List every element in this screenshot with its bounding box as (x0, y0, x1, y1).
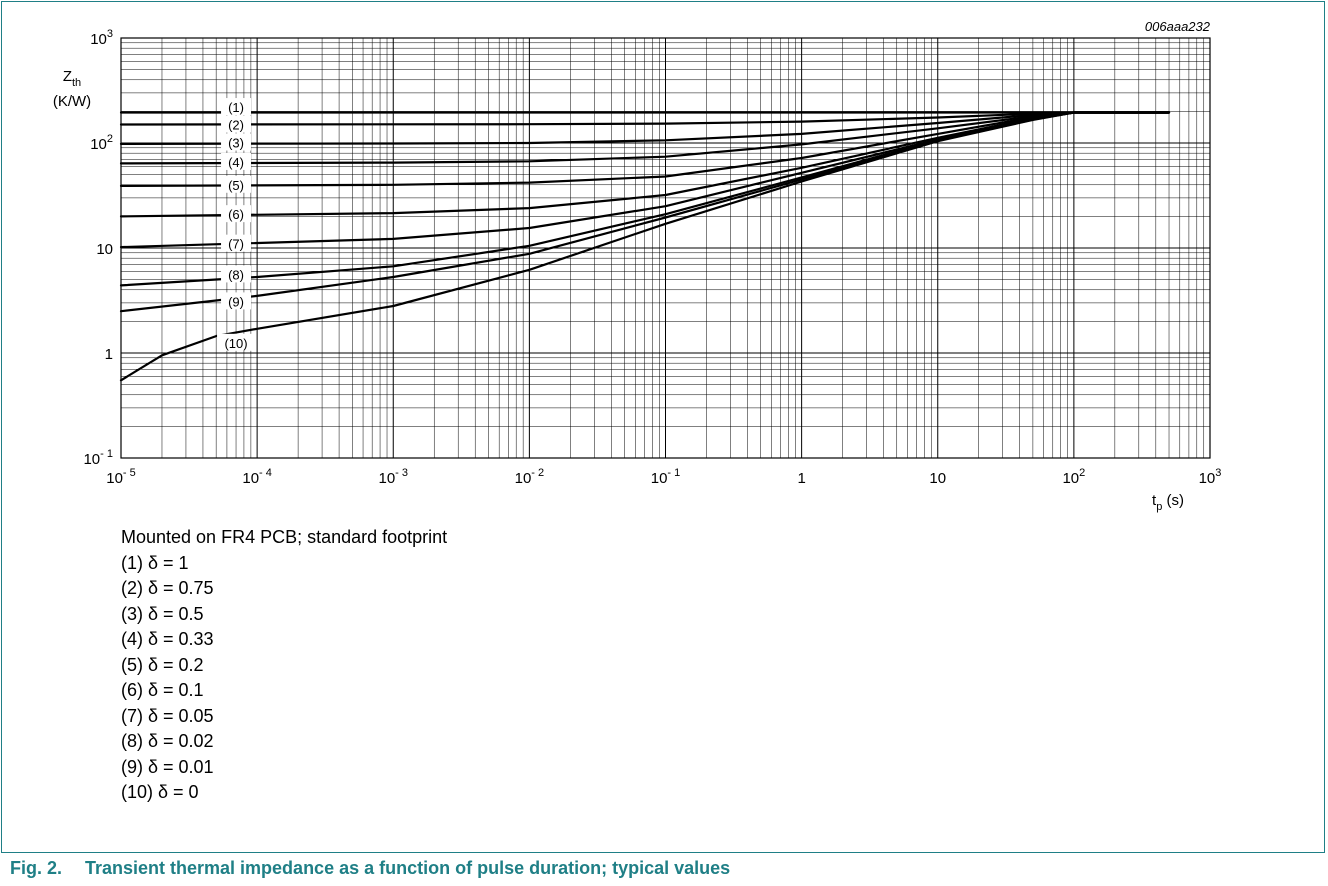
curve-label-bg (221, 292, 252, 310)
legend-item-6: (6) δ = 0.1 (121, 680, 204, 700)
x-tick-label: 10- 5 (106, 467, 136, 487)
figure-caption: Fig. 2. Transient thermal impedance as a … (10, 858, 730, 879)
curve-label-1: (1) (228, 100, 244, 115)
x-tick-label: 10- 4 (242, 467, 272, 487)
x-axis-label: tp (s) (1152, 492, 1184, 513)
y-tick-label: 10- 1 (83, 448, 113, 468)
curve-label-bg (221, 234, 252, 252)
curve-label-10: (10) (224, 336, 247, 351)
curve-label-bg (221, 98, 252, 116)
legend-item-1: (1) δ = 1 (121, 552, 189, 573)
curve-label-7: (7) (228, 237, 244, 252)
curve-7 (119, 111, 1171, 249)
curves (119, 111, 1171, 382)
figure-caption-text: Transient thermal impedance as a functio… (85, 858, 731, 878)
legend-item-3: (3) δ = 0.5 (121, 603, 204, 624)
legend-item-7: (7) δ = 0.05 (121, 705, 214, 726)
curve-8 (119, 111, 1171, 287)
curve-10 (119, 111, 1171, 382)
legend-item-8: (8) δ = 0.02 (121, 731, 214, 751)
x-tick-label: 10- 3 (378, 467, 408, 487)
figure-code: 006aaa232 (1145, 19, 1211, 34)
curve-9 (119, 111, 1171, 313)
y-tick-label: 1 (105, 346, 113, 363)
curve-label-4: (4) (228, 155, 244, 170)
curve-label-2: (2) (228, 118, 244, 133)
figure-frame (1, 1, 1325, 853)
curve-label-bg (221, 115, 252, 133)
curve-label-bg (221, 175, 252, 193)
x-tick-label: 10- 1 (651, 467, 681, 487)
curve-6 (119, 111, 1171, 218)
curve-label-9: (9) (228, 294, 244, 309)
x-tick-label: 1 (797, 470, 805, 487)
curve-label-8: (8) (228, 267, 244, 282)
x-tick-label: 10 (929, 470, 946, 487)
curve-label-6: (6) (228, 207, 244, 222)
thermal-impedance-chart: 10- 5 10- 4 10- 3 10- 2 10- 1 1 10 102 103 10- 1 1… (53, 19, 1222, 513)
curve-label-bg (221, 133, 252, 151)
x-tick-label: 103 (1199, 467, 1222, 487)
legend-item-2: (2) δ = 0.75 (121, 578, 214, 598)
grid-lines (120, 37, 1211, 459)
figure-notes: Mounted on FR4 PCB; standard footprint (… (121, 525, 447, 806)
x-tick-label: 10- 2 (515, 467, 545, 487)
curve-label-bg (221, 152, 252, 170)
legend-item-4: (4) δ = 0.33 (121, 629, 214, 649)
figure-number: Fig. 2. (10, 858, 63, 878)
curve-label-5: (5) (228, 178, 244, 193)
y-tick-label: 10 (96, 241, 113, 258)
legend-item-10: (10) δ = 0 (121, 782, 199, 802)
legend-item-9: (9) δ = 0.01 (121, 756, 214, 777)
y-tick-label: 102 (90, 133, 113, 153)
curve-label-bg (221, 205, 252, 223)
x-tick-label: 102 (1062, 467, 1085, 487)
mounting-condition: Mounted on FR4 PCB; standard footprint (121, 527, 448, 547)
curve-3 (119, 111, 1171, 145)
y-tick-label: 103 (90, 28, 113, 48)
legend-item-5: (5) δ = 0.2 (121, 654, 204, 675)
y-axis-label: Zth (K/W) (53, 68, 91, 110)
curve-label-bg (217, 333, 256, 351)
curve-label-bg (221, 265, 252, 283)
curve-label-3: (3) (228, 136, 244, 151)
